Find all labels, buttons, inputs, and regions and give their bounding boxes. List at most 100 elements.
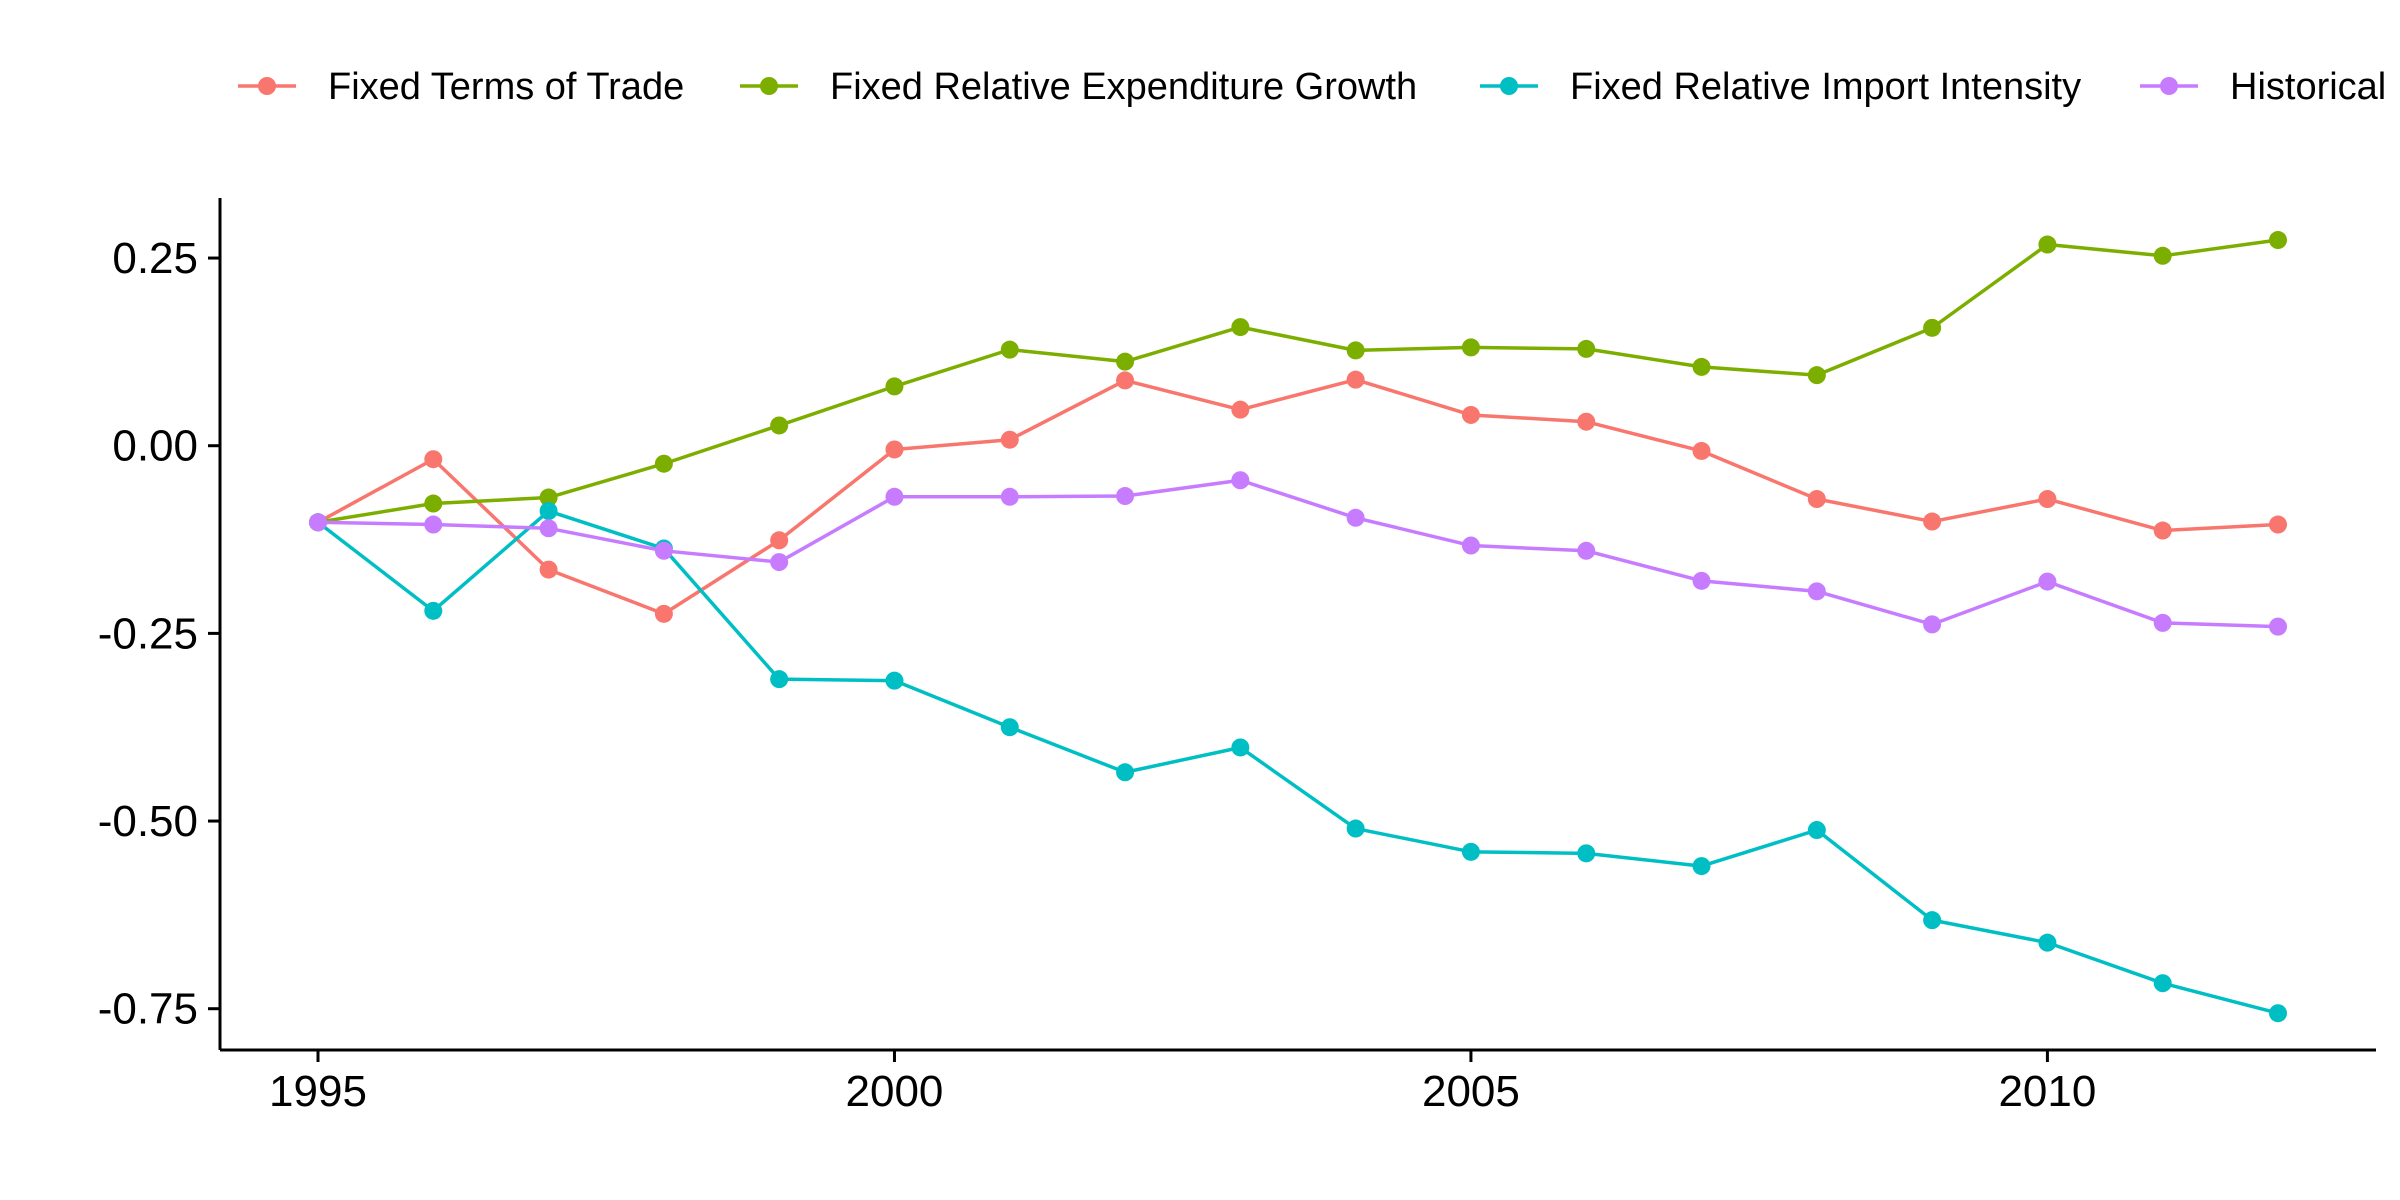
data-point [1346, 819, 1365, 838]
data-point [2038, 933, 2057, 952]
x-tick-label: 2005 [1422, 1067, 1520, 1116]
series-line [317, 478, 2279, 629]
legend-key-point [258, 77, 276, 95]
x-tick-label: 2010 [1998, 1067, 2096, 1116]
series-line [317, 377, 2279, 616]
series-0 [309, 370, 2287, 623]
data-point [1807, 582, 1826, 601]
data-point [1923, 512, 1942, 531]
series-line [316, 509, 2279, 1015]
data-point [2269, 1004, 2287, 1023]
axes: 0.25 0.00 -0.25 -0.50 -0.75 1995 2000 2005 2010 [98, 198, 2376, 1116]
y-tick-label: -0.25 [98, 609, 198, 658]
data-point [309, 513, 327, 532]
data-point [770, 416, 789, 435]
y-tick-label: -0.50 [98, 797, 198, 846]
legend-label: Fixed Relative Import Intensity [1570, 66, 2081, 108]
data-point [1346, 370, 1365, 389]
legend-item: Fixed Relative Expenditure Growth [740, 66, 1417, 108]
data-point [1461, 405, 1480, 424]
data-point [2153, 246, 2172, 265]
data-point [1577, 339, 1596, 358]
data-point [1461, 842, 1480, 861]
data-point [539, 488, 558, 507]
legend-item: Fixed Relative Import Intensity [1480, 66, 2081, 108]
data-point [2153, 974, 2172, 993]
data-point [770, 670, 789, 689]
x-axis-ticks: 1995 2000 2005 2010 [269, 1050, 2096, 1116]
data-point [1923, 911, 1942, 930]
y-tick-label: 0.25 [112, 234, 198, 283]
legend-label: Historical [2230, 66, 2386, 108]
data-point [1116, 487, 1135, 506]
data-point [2269, 515, 2287, 534]
data-point [1461, 338, 1480, 357]
data-point [424, 450, 443, 469]
data-point [424, 601, 443, 620]
data-point [1000, 430, 1019, 449]
data-point [2269, 231, 2287, 250]
data-point [1923, 615, 1942, 634]
x-tick-label: 1995 [269, 1067, 367, 1116]
data-point [885, 440, 904, 459]
data-point [1000, 487, 1019, 506]
data-point [1116, 763, 1135, 782]
data-point [1577, 541, 1596, 560]
y-tick-label: 0.00 [112, 422, 198, 471]
x-tick-label: 2000 [846, 1067, 944, 1116]
legend-key-point [760, 77, 778, 95]
data-point [1000, 718, 1019, 737]
data-point [1116, 352, 1135, 371]
data-point [1231, 738, 1250, 757]
data-point [1116, 371, 1135, 390]
data-point [539, 519, 558, 538]
data-point [1692, 857, 1711, 876]
data-point [424, 494, 443, 513]
data-point [885, 671, 904, 690]
series-line [317, 238, 2279, 525]
data-point [770, 553, 789, 572]
y-tick-label: -0.75 [98, 985, 198, 1034]
data-point [1807, 821, 1826, 840]
data-point [1231, 400, 1250, 419]
data-point [2038, 572, 2057, 591]
data-point [770, 531, 789, 550]
data-point [2038, 235, 2057, 254]
data-point [1461, 536, 1480, 555]
data-point [2038, 490, 2057, 509]
series-1 [309, 231, 2287, 532]
legend-key-point [2160, 77, 2178, 95]
data-point [1231, 318, 1250, 337]
data-point [885, 377, 904, 396]
series-2 [309, 502, 2287, 1023]
data-point [1346, 508, 1365, 527]
data-point [2153, 521, 2172, 540]
data-point [1000, 340, 1019, 359]
data-point [654, 454, 673, 473]
data-point [424, 515, 443, 534]
data-point [1346, 341, 1365, 360]
data-point [654, 541, 673, 560]
legend-item: Historical [2140, 66, 2386, 108]
legend-label: Fixed Terms of Trade [328, 66, 684, 108]
data-point [1692, 441, 1711, 460]
series-3 [309, 471, 2287, 636]
data-point [539, 502, 558, 521]
data-point [2269, 617, 2287, 636]
data-point [2153, 613, 2172, 632]
legend: Fixed Terms of Trade Fixed Relative Expen… [238, 66, 2386, 108]
plot-series [309, 231, 2287, 1023]
data-point [1577, 844, 1596, 863]
data-point [539, 560, 558, 579]
data-point [1807, 366, 1826, 385]
data-point [654, 604, 673, 623]
legend-label: Fixed Relative Expenditure Growth [830, 66, 1417, 108]
y-axis-ticks: 0.25 0.00 -0.25 -0.50 -0.75 [98, 234, 220, 1034]
data-point [1692, 357, 1711, 376]
data-point [1231, 471, 1250, 490]
data-point [1923, 318, 1942, 337]
data-point [1692, 571, 1711, 590]
data-point [1577, 412, 1596, 431]
legend-item: Fixed Terms of Trade [238, 66, 684, 108]
